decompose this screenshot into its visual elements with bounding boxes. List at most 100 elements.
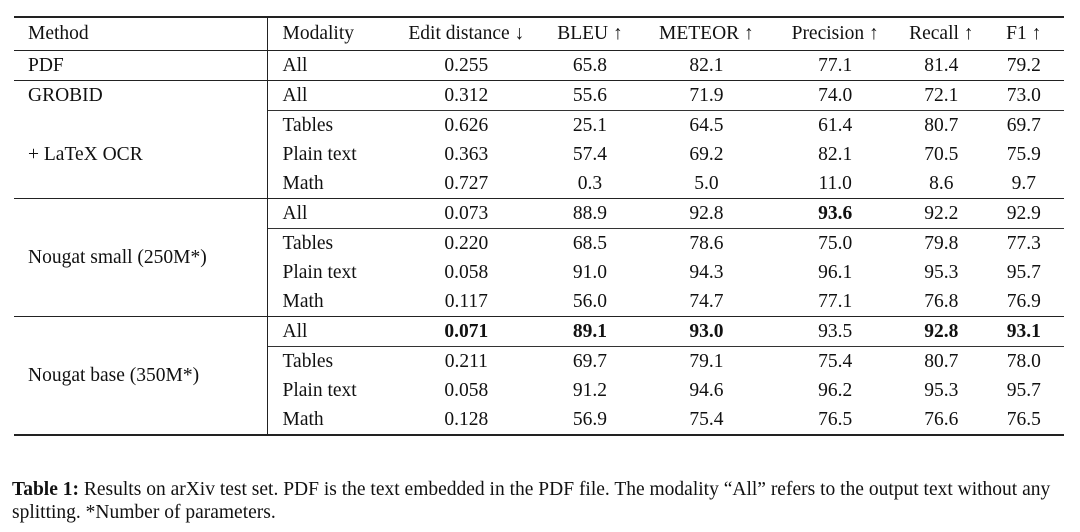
bleu-cell: 65.8 xyxy=(538,50,642,81)
table-row: Nougat small (250M*) All 0.073 88.9 92.8… xyxy=(14,198,1064,317)
edit-distance-cell-best: 0.071 xyxy=(394,316,539,347)
header-modality: Modality xyxy=(267,16,395,51)
meteor-cell: 64.5 xyxy=(641,110,772,140)
bleu-cell: 91.2 xyxy=(572,380,608,401)
modality-cell: All xyxy=(267,198,395,229)
recall-cell: 95.3 xyxy=(924,262,959,283)
edit-distance-cell: 0.363 xyxy=(444,144,489,165)
f1-cell-best: 93.1 xyxy=(983,316,1064,347)
meteor-cell: 74.7 xyxy=(689,291,724,312)
method-nougat-small: Nougat small (250M*) xyxy=(14,198,268,317)
table-header-row: Method Modality Edit distance ↓ BLEU ↑ M… xyxy=(14,16,1064,51)
modality-cell: Math xyxy=(267,287,395,317)
edit-distance-cell: 0.727 xyxy=(444,173,489,194)
table-row: Tables 0.211 69.7 79.1 75.4 80.7 78.0 xyxy=(14,346,1064,376)
meteor-cell: 92.8 xyxy=(641,198,772,229)
recall-cell: 81.4 xyxy=(899,50,984,81)
precision-cell: 77.1 xyxy=(771,50,900,81)
recall-cell: 76.6 xyxy=(899,405,984,436)
precision-cell: 93.5 xyxy=(771,316,900,347)
recall-cell: 8.6 xyxy=(929,173,954,194)
bleu-cell-best: 89.1 xyxy=(538,316,642,347)
table-row: Math 0.128 56.9 75.4 76.5 76.6 76.5 xyxy=(14,405,1064,436)
header-bleu: BLEU ↑ xyxy=(538,16,642,51)
recall-cell: 76.8 xyxy=(924,291,959,312)
recall-cell: 79.8 xyxy=(899,228,984,258)
precision-cell: 75.0 xyxy=(771,228,900,258)
header-edit-distance: Edit distance ↓ xyxy=(394,16,539,51)
bleu-cell: 55.6 xyxy=(538,80,642,111)
meteor-cell-best: 93.0 xyxy=(641,316,772,347)
precision-cell: 82.1 xyxy=(818,144,853,165)
edit-distance-cell: 0.058 xyxy=(444,262,489,283)
modality-cell: Plain text xyxy=(267,140,395,169)
precision-cell: 96.2 xyxy=(818,380,853,401)
table-row: Math 0.117 56.0 74.7 77.1 76.8 76.9 xyxy=(14,287,1064,317)
recall-cell: 95.3 xyxy=(924,380,959,401)
table-caption: Table 1: Results on arXiv test set. PDF … xyxy=(12,478,1068,524)
bleu-cell: 68.5 xyxy=(538,228,642,258)
f1-cell: 78.0 xyxy=(983,346,1064,376)
recall-cell: 80.7 xyxy=(899,346,984,376)
precision-cell: 61.4 xyxy=(771,110,900,140)
meteor-cell: 94.3 xyxy=(689,262,724,283)
modality-cell: Math xyxy=(267,169,395,199)
precision-cell: 76.5 xyxy=(771,405,900,436)
modality-cell: Plain text xyxy=(267,258,395,287)
meteor-cell: 78.6 xyxy=(641,228,772,258)
bleu-cell: 56.0 xyxy=(572,291,608,312)
f1-cell: 95.7 xyxy=(1006,380,1041,401)
table-row: Tables 0.626 25.1 64.5 61.4 80.7 69.7 xyxy=(14,110,1064,141)
precision-cell: 75.4 xyxy=(771,346,900,376)
recall-cell: 80.7 xyxy=(899,110,984,140)
bleu-cell: 57.4 xyxy=(572,144,608,165)
meteor-cell: 75.4 xyxy=(641,405,772,436)
bleu-cell: 25.1 xyxy=(538,110,642,140)
table-row: + LaTeX OCR Plain text 0.363 57.4 69.2 8… xyxy=(14,140,1064,169)
header-meteor: METEOR ↑ xyxy=(641,16,772,51)
f1-cell: 75.9 xyxy=(1006,144,1041,165)
recall-cell: 92.2 xyxy=(899,198,984,229)
f1-cell: 92.9 xyxy=(983,198,1064,229)
meteor-cell: 82.1 xyxy=(641,50,772,81)
precision-cell: 74.0 xyxy=(771,80,900,111)
modality-cell: Tables xyxy=(267,346,395,376)
meteor-cell: 5.0 xyxy=(694,173,719,194)
recall-cell: 72.1 xyxy=(899,80,984,111)
precision-cell: 77.1 xyxy=(818,291,853,312)
f1-cell: 95.7 xyxy=(1006,262,1041,283)
modality-cell: Plain text xyxy=(267,376,395,405)
header-method: Method xyxy=(14,16,268,51)
edit-distance-cell: 0.058 xyxy=(444,380,489,401)
method-cell-empty xyxy=(14,111,268,141)
meteor-cell: 94.6 xyxy=(689,380,724,401)
bleu-cell: 56.9 xyxy=(538,405,642,436)
method-latex-ocr: + LaTeX OCR xyxy=(28,144,143,165)
f1-cell: 77.3 xyxy=(983,228,1064,258)
table-row: Math 0.727 0.3 5.0 11.0 8.6 9.7 xyxy=(14,169,1064,199)
header-precision: Precision ↑ xyxy=(771,16,900,51)
modality-cell: All xyxy=(267,80,395,111)
bleu-cell: 91.0 xyxy=(572,262,608,283)
header-f1: F1 ↑ xyxy=(983,16,1064,51)
modality-cell: All xyxy=(267,316,395,347)
edit-distance-cell: 0.220 xyxy=(394,228,539,258)
table-row: Nougat base (350M*) All 0.071 89.1 93.0 … xyxy=(14,316,1064,436)
header-recall: Recall ↑ xyxy=(899,16,984,51)
method-grobid: GROBID xyxy=(14,80,268,111)
caption-label: Table 1: xyxy=(12,479,80,500)
table-row: Plain text 0.058 91.2 94.6 96.2 95.3 95.… xyxy=(14,376,1064,405)
f1-cell: 79.2 xyxy=(983,50,1064,81)
edit-distance-cell: 0.128 xyxy=(394,405,539,436)
precision-cell: 11.0 xyxy=(818,173,852,194)
precision-cell-best: 93.6 xyxy=(771,198,900,229)
bleu-cell: 88.9 xyxy=(538,198,642,229)
bleu-cell: 69.7 xyxy=(538,346,642,376)
modality-cell: Tables xyxy=(267,110,395,140)
method-cell-empty xyxy=(14,169,268,199)
edit-distance-cell: 0.211 xyxy=(394,346,539,376)
f1-cell: 76.9 xyxy=(1006,291,1041,312)
recall-cell-best: 92.8 xyxy=(899,316,984,347)
f1-cell: 69.7 xyxy=(983,110,1064,140)
